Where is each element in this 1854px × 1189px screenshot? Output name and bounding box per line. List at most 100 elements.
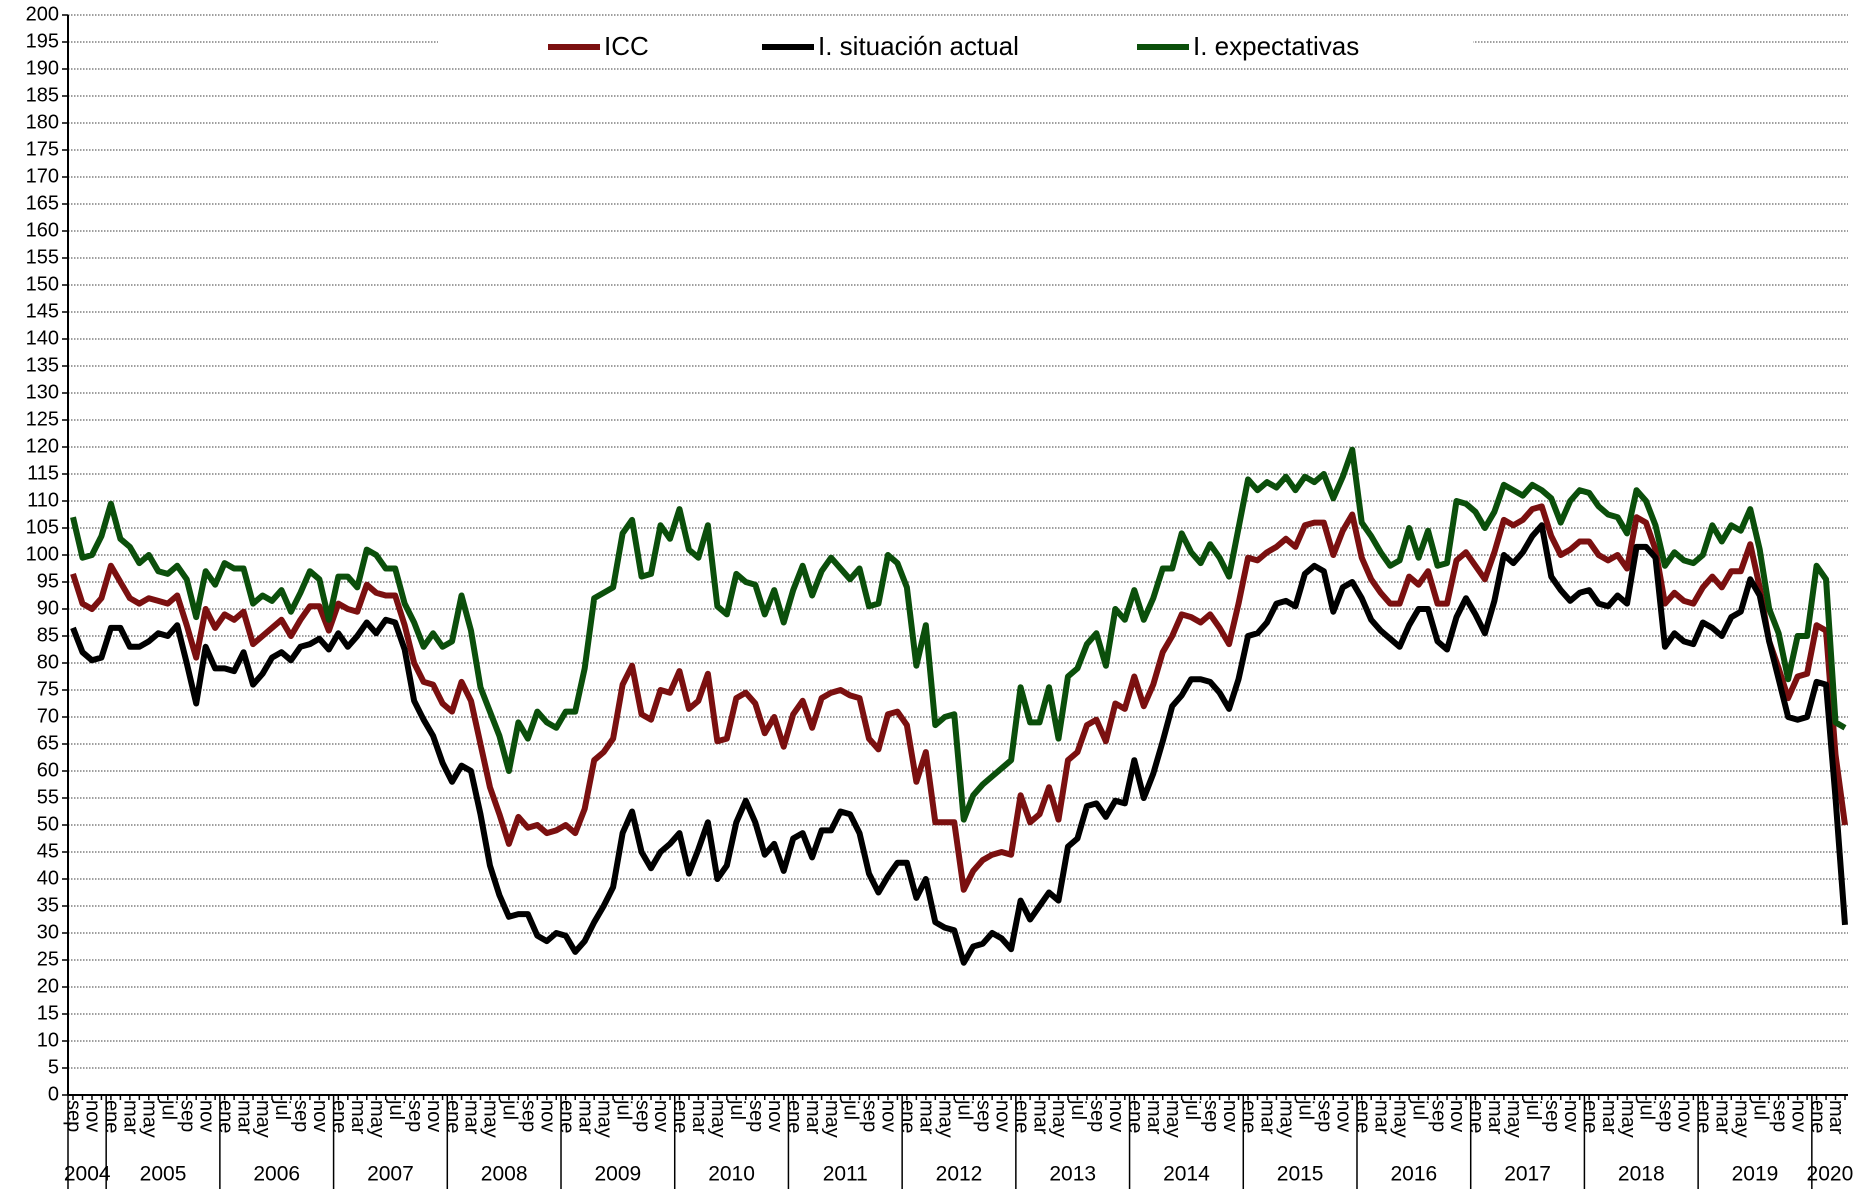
x-tick-label: may	[366, 1100, 388, 1138]
y-tick-label: 185	[26, 84, 59, 106]
y-tick-label: 45	[37, 840, 59, 862]
x-tick-label: nov	[1560, 1100, 1582, 1132]
y-tick-label: 70	[37, 705, 59, 727]
y-tick-label: 145	[26, 300, 59, 322]
x-tick-label: may	[1162, 1100, 1184, 1138]
x-tick-label: ene	[1238, 1100, 1260, 1133]
x-tick-label: may	[707, 1100, 729, 1138]
series-line	[70, 503, 1848, 893]
x-tick-label: nov	[1219, 1100, 1241, 1132]
x-tick-label: nov	[195, 1100, 217, 1132]
y-tick-label: 95	[37, 570, 59, 592]
y-tick-label: 5	[48, 1056, 59, 1078]
x-tick-label: may	[1730, 1100, 1752, 1138]
x-tick-label: ene	[1579, 1100, 1601, 1133]
x-tick-label: mar	[1484, 1100, 1506, 1135]
year-label: 2011	[823, 1163, 868, 1186]
x-tick-label: may	[821, 1100, 843, 1138]
x-tick-label: mar	[802, 1100, 824, 1135]
x-tick-label: sep	[631, 1100, 653, 1132]
x-tick-label: mar	[1825, 1100, 1847, 1135]
x-tick-label: mar	[347, 1100, 369, 1135]
x-tick-label: sep	[176, 1100, 198, 1132]
year-label: 2015	[1277, 1163, 1324, 1186]
y-tick-label: 85	[37, 624, 59, 646]
x-tick-label: mar	[120, 1100, 142, 1135]
year-label: 2010	[708, 1163, 755, 1186]
x-tick-label: ene	[897, 1100, 919, 1133]
x-tick-label: jul	[499, 1099, 521, 1120]
year-label: 2020	[1807, 1163, 1854, 1186]
x-tick-label: jul	[1749, 1099, 1771, 1120]
year-label: 2004	[64, 1163, 111, 1186]
legend-label: I. expectativas	[1193, 31, 1359, 61]
year-label: 2014	[1163, 1163, 1210, 1186]
x-tick-label: sep	[63, 1100, 85, 1132]
x-tick-label: sep	[745, 1100, 767, 1132]
x-tick-label: mar	[916, 1100, 938, 1135]
y-tick-label: 135	[26, 354, 59, 376]
x-tick-label: nov	[423, 1100, 445, 1132]
year-label: 2008	[481, 1163, 528, 1186]
x-tick-label: jul	[385, 1099, 407, 1120]
x-tick-label: ene	[328, 1100, 350, 1133]
year-label: 2006	[253, 1163, 300, 1186]
y-tick-label: 190	[26, 57, 59, 79]
x-tick-label: jul	[1067, 1099, 1089, 1120]
y-tick-label: 110	[27, 489, 59, 511]
y-tick-label: 120	[26, 435, 59, 457]
y-tick-label: 115	[27, 462, 59, 484]
y-tick-label: 0	[48, 1083, 59, 1105]
y-tick-label: 20	[37, 975, 59, 997]
y-tick-label: 60	[37, 759, 59, 781]
y-tick-label: 30	[37, 921, 59, 943]
x-tick-label: jul	[726, 1099, 748, 1120]
x-tick-label: ene	[1465, 1100, 1487, 1133]
y-tick-label: 10	[37, 1029, 59, 1051]
x-tick-label: jul	[1181, 1099, 1203, 1120]
x-tick-label: nov	[991, 1100, 1013, 1132]
x-tick-label: sep	[1314, 1100, 1336, 1132]
x-tick-label: sep	[1086, 1100, 1108, 1132]
x-tick-label: mar	[1029, 1100, 1051, 1135]
x-tick-label: mar	[1370, 1100, 1392, 1135]
x-tick-label: may	[480, 1100, 502, 1138]
year-label: 2018	[1618, 1163, 1665, 1186]
x-tick-label: sep	[518, 1100, 540, 1132]
x-tick-label: ene	[1806, 1100, 1828, 1133]
year-label: 2007	[367, 1163, 414, 1186]
x-tick-label: sep	[859, 1100, 881, 1132]
series-line	[70, 446, 1847, 823]
x-tick-label: jul	[840, 1099, 862, 1120]
x-tick-label: jul	[1408, 1099, 1430, 1120]
y-tick-label: 165	[26, 192, 59, 214]
y-tick-label: 150	[26, 273, 59, 295]
y-tick-label: 195	[26, 30, 59, 52]
x-tick-label: ene	[214, 1100, 236, 1133]
y-tick-label: 35	[37, 894, 59, 916]
y-tick-label: 170	[26, 165, 59, 187]
y-tick-label: 40	[37, 867, 59, 889]
legend: ICC I. situación actual I. expectativas	[438, 28, 1473, 64]
x-tick-label: jul	[157, 1099, 179, 1120]
x-tick-label: may	[1276, 1100, 1298, 1138]
x-tick-label: mar	[233, 1100, 255, 1135]
y-tick-label: 55	[37, 786, 59, 808]
x-tick-label: sep	[404, 1100, 426, 1132]
x-tick-label: ene	[1693, 1100, 1715, 1133]
x-tick-label: may	[1503, 1100, 1525, 1138]
x-tick-label: may	[593, 1100, 615, 1138]
x-tick-label: mar	[1257, 1100, 1279, 1135]
year-label: 2005	[140, 1163, 187, 1186]
x-tick-label: sep	[290, 1100, 312, 1132]
x-tick-label: jul	[1636, 1099, 1658, 1120]
year-label: 2016	[1390, 1163, 1437, 1186]
x-tick-label: sep	[1768, 1100, 1790, 1132]
year-label: 2009	[595, 1163, 642, 1186]
x-tick-label: nov	[1787, 1100, 1809, 1132]
x-tick-label: may	[139, 1100, 161, 1138]
x-tick-label: sep	[972, 1100, 994, 1132]
x-tick-label: ene	[1124, 1100, 1146, 1133]
x-tick-label: jul	[1295, 1099, 1317, 1120]
x-tick-label: ene	[783, 1100, 805, 1133]
